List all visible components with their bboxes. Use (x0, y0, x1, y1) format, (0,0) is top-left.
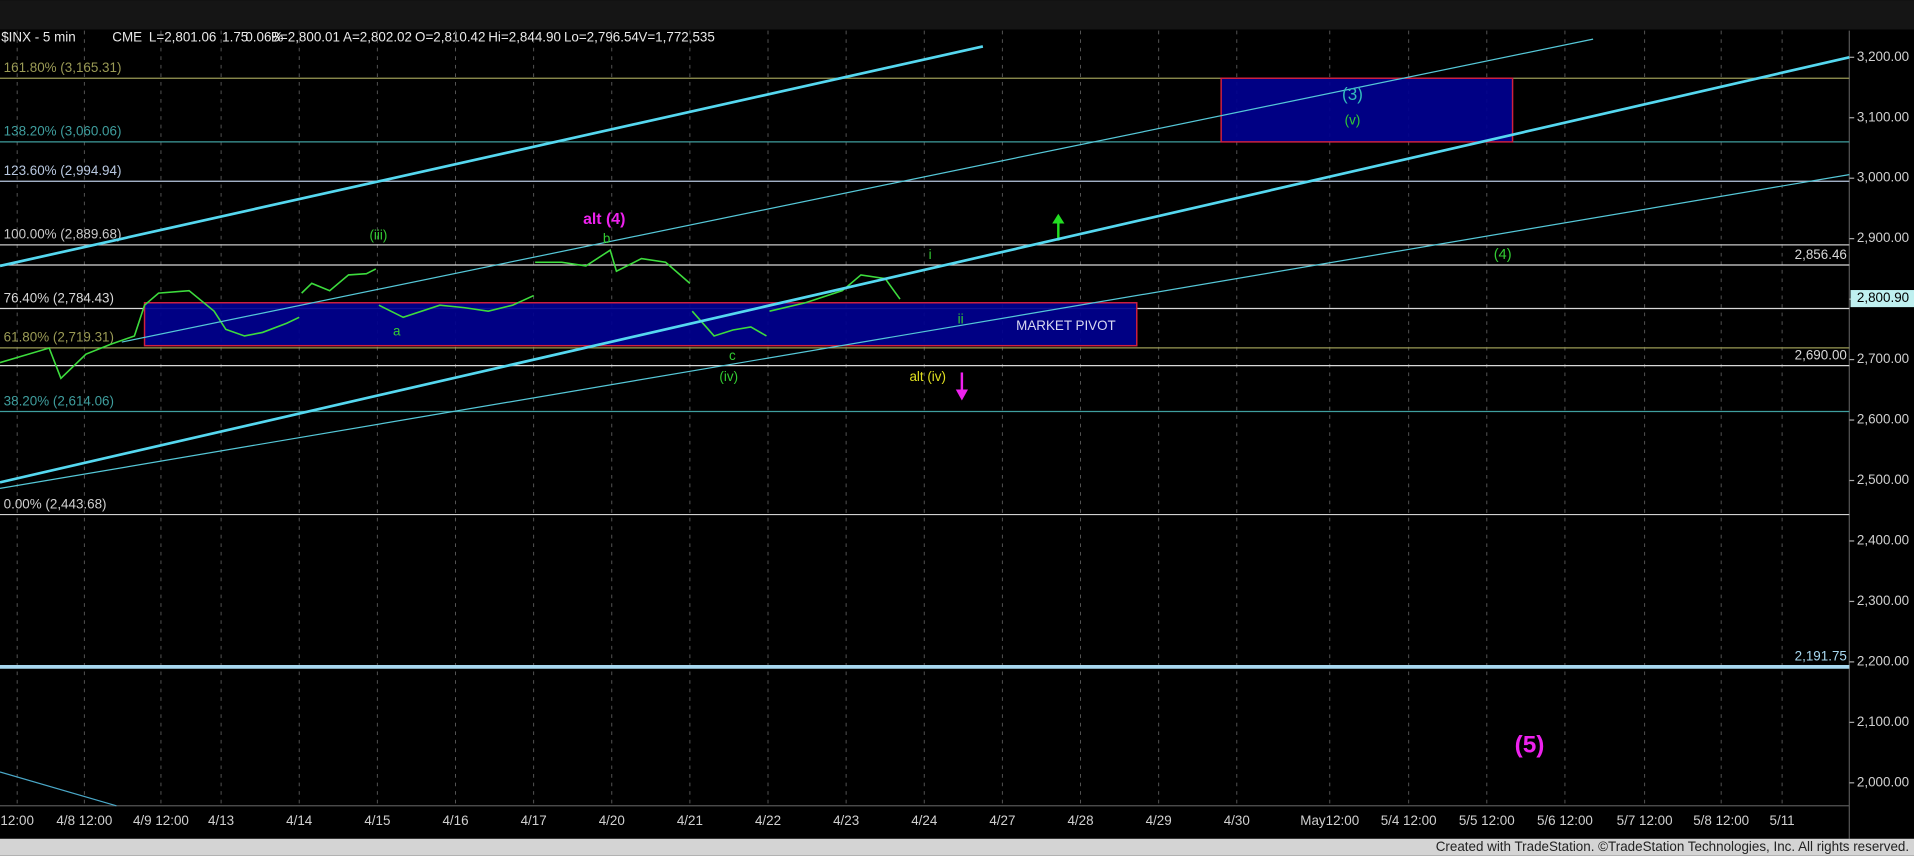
x-tick-label: 4/16 (442, 813, 468, 828)
fib-label: 123.60% (2,994.94) (4, 163, 122, 178)
x-tick-label: 4/21 (677, 813, 703, 828)
x-tick-label: 4/27 (989, 813, 1015, 828)
header-item: B=2,800.01 (271, 30, 340, 45)
title-bar (0, 0, 1914, 30)
wave-label: (3) (1342, 85, 1363, 104)
price-level-label: 2,856.46 (1795, 247, 1847, 262)
x-tick-label: 4/8 12:00 (56, 813, 112, 828)
y-tick-label: 2,500.00 (1857, 472, 1909, 487)
y-tick-label: 2,900.00 (1857, 230, 1909, 245)
wave-label: a (393, 324, 401, 339)
x-tick-label: 4/9 12:00 (133, 813, 189, 828)
x-tick-label: 5/6 12:00 (1537, 813, 1593, 828)
wave-label: (v) (1345, 113, 1361, 128)
fib-label: 76.40% (2,784.43) (4, 290, 114, 305)
x-tick-label: 5/5 12:00 (1459, 813, 1515, 828)
x-tick-label: May12:00 (1300, 813, 1359, 828)
x-tick-label: 4/24 (911, 813, 938, 828)
x-tick-label: 4/15 (364, 813, 390, 828)
price-level-label: 2,690.00 (1795, 347, 1847, 362)
y-tick-label: 2,400.00 (1857, 533, 1909, 548)
x-tick-label: 4/13 (208, 813, 234, 828)
header-item: L=2,801.06 (149, 30, 216, 45)
price-line (0, 248, 901, 380)
wave-label: c (729, 348, 736, 363)
x-tick-label: 5/8 12:00 (1693, 813, 1749, 828)
fib-label: 138.20% (3,060.06) (4, 124, 122, 139)
fib-label: 38.20% (2,614.06) (4, 393, 114, 408)
zone (1220, 77, 1514, 143)
y-tick-label: 3,100.00 (1857, 109, 1909, 124)
wave-label: (5) (1515, 731, 1545, 758)
x-tick-label: 5/11 (1770, 813, 1795, 828)
header-item: 1.75 (222, 30, 248, 45)
y-tick-label: 3,200.00 (1857, 49, 1909, 64)
y-tick-label: 2,300.00 (1857, 593, 1909, 608)
y-tick-label: 2,200.00 (1857, 653, 1909, 668)
x-tick-label: 4/30 (1224, 813, 1250, 828)
trendline (0, 173, 1850, 490)
arrow-head (1052, 213, 1065, 224)
header-item: Lo=2,796.54 (564, 30, 639, 45)
x-tick-label: 4/20 (599, 813, 625, 828)
footer: Created with TradeStation. ©TradeStation… (1436, 839, 1909, 854)
wave-label: alt (4) (583, 211, 625, 228)
x-tick-label: 4/17 (521, 813, 547, 828)
trendline (121, 38, 1594, 343)
x-tick-label: 5/4 12:00 (1381, 813, 1437, 828)
last-price-box (1850, 290, 1914, 308)
x-tick-label: 4/28 (1067, 813, 1093, 828)
y-tick-label: 2,000.00 (1857, 774, 1909, 789)
trendline (0, 55, 1850, 484)
zone-label: MARKET PIVOT (1016, 318, 1116, 333)
y-tick-label: 2,600.00 (1857, 412, 1909, 427)
header-item: Hi=2,844.90 (488, 30, 561, 45)
price-level-label: 2,191.75 (1795, 649, 1847, 664)
x-tick-label: 4/29 (1146, 813, 1172, 828)
trendline (0, 771, 117, 807)
wave-label: (iv) (719, 369, 738, 384)
fib-label: 61.80% (2,719.31) (4, 330, 114, 345)
x-tick-label: 4/14 (286, 813, 313, 828)
x-tick-label: 12:00 (0, 813, 34, 828)
header-item: V=1,772,535 (638, 30, 714, 45)
wave-label: ii (958, 312, 964, 327)
x-tick-label: 4/23 (833, 813, 859, 828)
y-tick-label: 2,100.00 (1857, 714, 1909, 729)
header-item: CME (112, 30, 142, 45)
x-tick-label: 5/7 12:00 (1617, 813, 1673, 828)
header-item: $INX - 5 min (1, 30, 76, 45)
arrow-head (955, 389, 968, 401)
fib-label: 0.00% (2,443.68) (4, 496, 107, 511)
header-item: 0.06% (245, 30, 283, 45)
wave-label: (iii) (369, 227, 387, 242)
wave-label: i (929, 247, 932, 262)
wave-label: (4) (1494, 247, 1512, 263)
fib-label: 100.00% (2,889.68) (4, 227, 122, 242)
arrow-down (955, 372, 968, 401)
last-price-label: 2,800.90 (1857, 290, 1909, 305)
x-tick-label: 4/22 (755, 813, 781, 828)
header-item: A=2,802.02 (343, 30, 412, 45)
footer-bar (0, 838, 1914, 856)
arrow-up (1052, 213, 1065, 241)
fib-label: 161.80% (3,165.31) (4, 60, 122, 75)
zone (143, 302, 1138, 347)
wave-label: alt (iv) (909, 369, 946, 384)
y-tick-label: 2,700.00 (1857, 351, 1909, 366)
trendline (0, 45, 984, 268)
header-item: O=2,810.42 (415, 30, 485, 45)
y-tick-label: 3,000.00 (1857, 170, 1909, 185)
wave-label: b (603, 231, 610, 246)
